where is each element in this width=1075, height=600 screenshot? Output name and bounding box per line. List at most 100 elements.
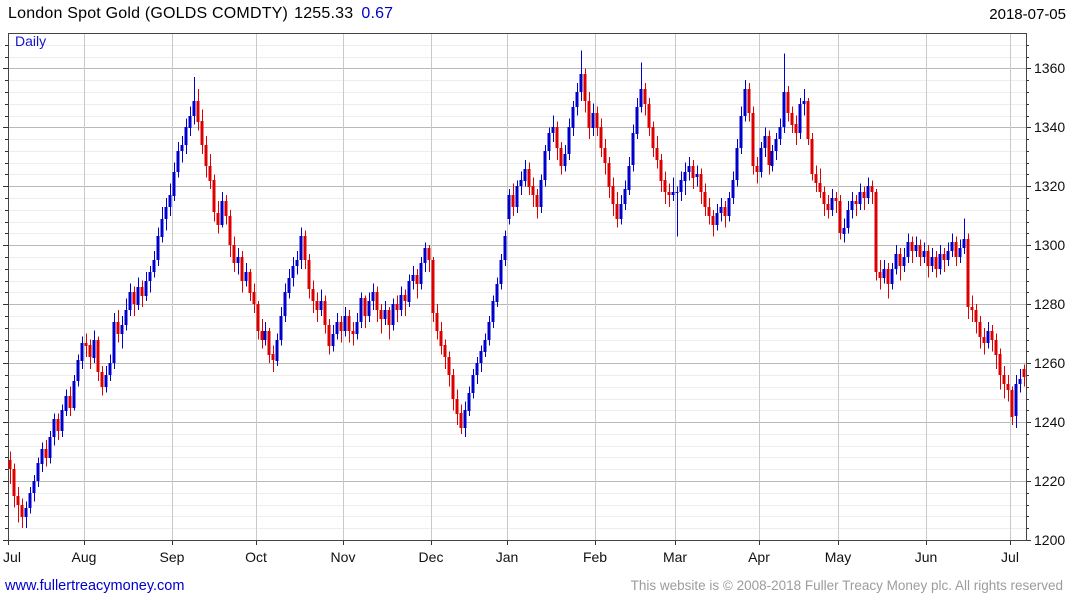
candle-up [503,236,507,260]
candle-up [471,375,475,393]
candle-down [439,331,443,346]
candle-down [555,127,559,148]
candle-down [1006,384,1010,390]
candle-up [399,295,403,310]
candle-up [719,207,723,213]
candle-up [579,74,583,92]
candle-up [172,172,176,196]
candle-down [587,101,591,128]
candle-up [275,340,279,361]
candle-down [8,460,12,469]
candle-down [794,124,798,133]
candle-down [12,469,16,496]
price-chart-canvas: 1200 1220 1240 1260 1280 1300 1320 1340 1360 Jul A… [3,33,1065,565]
candle-down [132,292,136,304]
candle-up [563,154,567,166]
candle-down [603,148,607,163]
candle-up [727,198,731,216]
candle-down [403,295,407,301]
chart-date: 2018-07-05 [989,6,1066,23]
candle-up [515,186,519,207]
candle-up [287,278,291,293]
candle-down [228,216,232,245]
candle-up [152,260,156,272]
candle-up [950,242,954,251]
header-bar: London Spot Gold (GOLDS COMDTY) 1255.33 0.… [0,0,1075,28]
candle-up [244,272,248,281]
candle-up [72,381,76,408]
candle-down [806,101,810,139]
candle-down [379,310,383,319]
candle-up [922,251,926,257]
candle-up [220,201,224,225]
candle-down [395,304,399,310]
website-link[interactable]: www.fullertreacymoney.com [5,578,185,594]
candle-up [168,195,172,207]
candle-down [431,260,435,313]
candle-down [1022,369,1026,377]
candle-up [499,260,503,284]
candle-up [92,340,96,358]
candle-down [990,331,994,340]
candle-down [790,113,794,125]
candle-down [435,313,439,331]
candle-up [407,281,411,302]
candle-up [176,151,180,172]
candle-up [343,316,347,331]
candle-down [387,310,391,325]
candle-down [934,257,938,269]
candle-up [1014,384,1018,416]
candle-down [447,357,451,375]
candle-down [942,254,946,260]
candle-down [834,198,838,201]
candle-down [327,325,331,346]
candle-down [427,248,431,260]
candle-down [84,343,88,346]
candle-up [846,210,850,228]
x-axis-month-label: Dec [419,549,444,565]
candle-down [116,322,120,334]
instrument-name: London Spot Gold (GOLDS COMDTY) [8,5,289,22]
candle-up [423,248,427,263]
candle-up [299,236,303,260]
candle-down [204,145,208,166]
candle-up [28,493,32,508]
candle-up [547,133,551,151]
candle-up [962,239,966,248]
candle-down [607,163,611,187]
candle-up [64,396,68,411]
candle-up [120,325,124,334]
candle-down [252,292,256,304]
candle-down [339,322,343,331]
candle-up [774,139,778,151]
candle-up [104,375,108,387]
candle-up [858,192,862,204]
candle-down [196,101,200,122]
candle-down [140,287,144,296]
candle-up [671,192,675,195]
candle-down [216,213,220,225]
candle-up [487,322,491,340]
x-axis-month-label: Aug [72,549,97,565]
candle-up [144,281,148,296]
candle-up [483,340,487,352]
candle-up [519,180,523,186]
candle-up [148,272,152,281]
candle-down [910,242,914,251]
candle-up [866,186,870,198]
candle-up [184,127,188,145]
candle-down [535,195,539,207]
candle-down [267,331,271,355]
frequency-label: Daily [15,33,47,49]
candle-up [958,248,962,257]
x-axis-month-label: Nov [331,549,356,565]
x-axis-month-label: Jun [915,549,938,565]
candle-up [355,322,359,334]
candle-down [643,89,647,104]
candle-up [263,331,267,340]
candle-up [188,116,192,128]
candle-down [755,166,759,172]
candle-down [459,413,463,428]
candle-down [88,345,92,357]
candle-down [814,174,818,183]
